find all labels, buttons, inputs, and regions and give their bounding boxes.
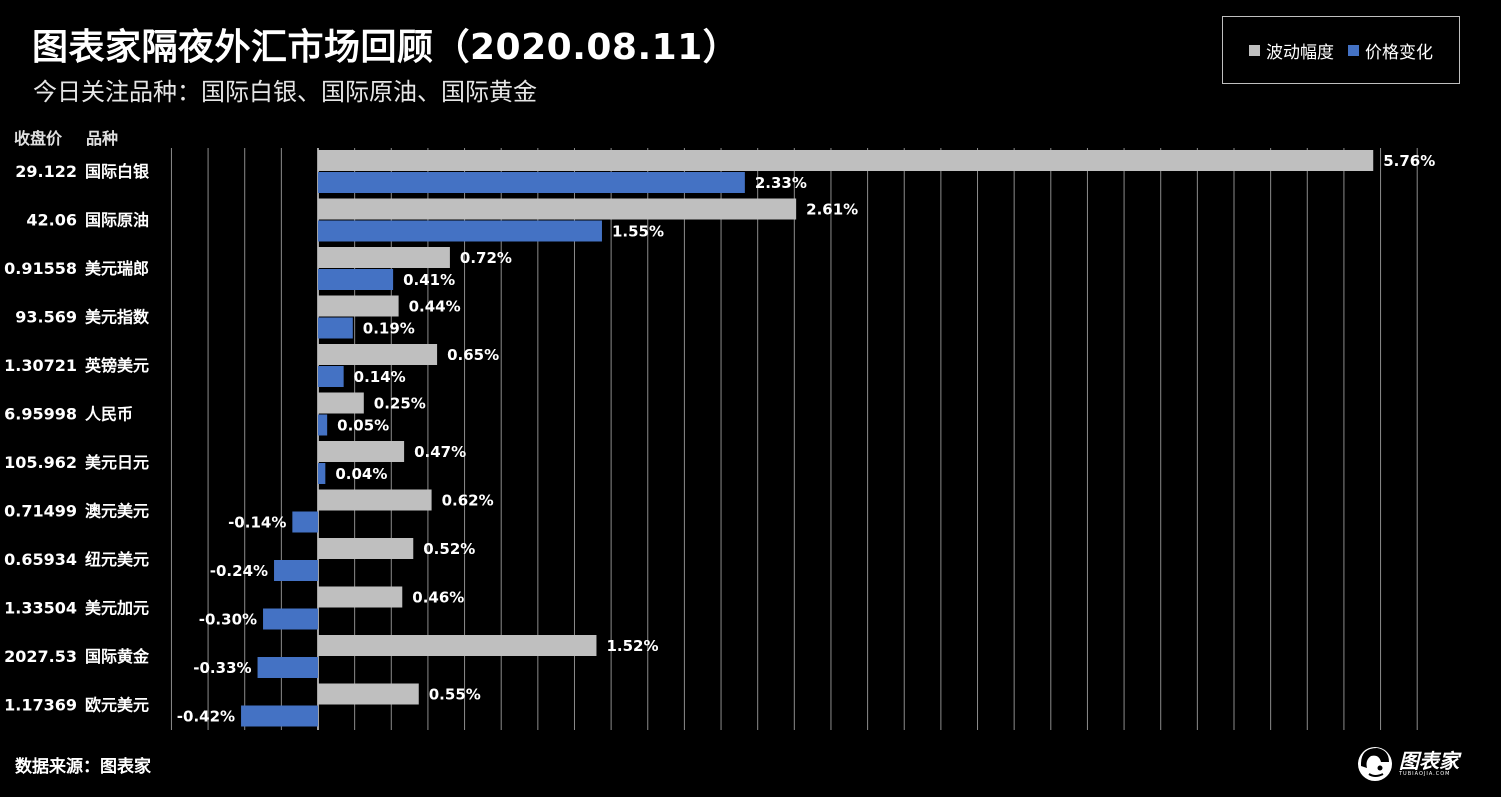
bar-price-change xyxy=(318,220,602,242)
logo-face-icon xyxy=(1358,747,1392,781)
bar-volatility xyxy=(318,198,797,220)
data-label-price-change: -0.33% xyxy=(193,659,251,677)
category-label: 澳元美元 xyxy=(85,502,149,521)
data-label-volatility: 2.61% xyxy=(806,201,858,219)
data-label-price-change: -0.30% xyxy=(199,611,257,629)
legend-label-volatility: 波动幅度 xyxy=(1266,42,1334,63)
data-label-volatility: 0.55% xyxy=(429,686,481,704)
chart-title: 图表家隔夜外汇市场回顾（2020.08.11） xyxy=(32,27,740,68)
bar-price-change xyxy=(318,172,745,193)
bar-price-change xyxy=(318,463,326,484)
data-label-price-change: -0.14% xyxy=(228,514,286,532)
data-label-volatility: 0.52% xyxy=(423,540,475,558)
bar-volatility xyxy=(318,247,450,268)
column-header-close-price: 收盘价 xyxy=(14,129,63,148)
close-price-label: 6.95998 xyxy=(4,405,77,424)
category-label: 美元加元 xyxy=(85,599,149,618)
category-label: 纽元美元 xyxy=(85,550,149,569)
column-header-variety: 品种 xyxy=(86,129,119,148)
data-label-price-change: 0.14% xyxy=(354,368,406,386)
data-label-price-change: 0.41% xyxy=(403,271,455,289)
close-price-label: 1.33504 xyxy=(4,599,77,618)
bar-price-change xyxy=(318,366,344,387)
close-price-label: 0.71499 xyxy=(4,502,77,521)
data-label-price-change: 0.04% xyxy=(335,465,387,483)
close-price-label: 29.122 xyxy=(15,162,77,181)
close-price-label: 1.17369 xyxy=(4,696,77,715)
logo-subtext: TUBIAOJIA.COM xyxy=(1399,771,1451,777)
bar-volatility xyxy=(318,586,403,608)
data-label-volatility: 0.44% xyxy=(409,298,461,316)
data-label-volatility: 0.46% xyxy=(412,589,464,607)
bar-volatility xyxy=(318,683,419,705)
category-label: 国际白银 xyxy=(85,162,150,181)
data-source: 数据来源：图表家 xyxy=(15,757,151,777)
data-label-volatility: 0.62% xyxy=(442,492,494,510)
close-price-label: 2027.53 xyxy=(4,647,77,666)
bar-price-change xyxy=(318,269,394,290)
close-price-label: 93.569 xyxy=(15,308,77,327)
close-price-label: 1.30721 xyxy=(4,356,77,375)
bar-volatility xyxy=(318,538,414,559)
bar-price-change xyxy=(263,608,318,630)
data-label-price-change: 0.05% xyxy=(337,417,389,435)
bar-price-change xyxy=(257,657,318,678)
logo-text: 图表家 TUBIAOJIA.COM xyxy=(1399,751,1459,777)
bar-volatility xyxy=(318,392,364,414)
bar-volatility xyxy=(318,344,438,365)
close-price-label: 42.06 xyxy=(26,211,77,230)
bar-volatility xyxy=(318,635,597,656)
bar-volatility xyxy=(318,441,405,462)
close-price-label: 0.65934 xyxy=(4,550,77,569)
data-label-volatility: 5.76% xyxy=(1383,152,1435,170)
data-label-volatility: 0.47% xyxy=(414,443,466,461)
legend-item-price-change: 价格变化 xyxy=(1348,38,1433,63)
bar-price-change xyxy=(318,317,353,339)
brand-logo: 图表家 TUBIAOJIA.COM xyxy=(1355,744,1459,784)
category-label: 欧元美元 xyxy=(85,696,149,715)
category-label: 人民币 xyxy=(85,405,133,424)
logo-name: 图表家 xyxy=(1399,749,1459,773)
bar-volatility xyxy=(318,150,1374,171)
data-label-price-change: 0.19% xyxy=(363,320,415,338)
bar-price-change xyxy=(241,705,318,727)
chart-legend: 波动幅度 价格变化 xyxy=(1222,16,1460,84)
data-label-price-change: -0.42% xyxy=(177,708,235,726)
bar-price-change xyxy=(318,414,328,436)
category-label: 美元日元 xyxy=(85,453,149,472)
category-label: 英镑美元 xyxy=(84,356,149,375)
legend-label-price-change: 价格变化 xyxy=(1365,42,1433,63)
bar-price-change xyxy=(274,560,318,581)
close-price-label: 0.91558 xyxy=(4,259,77,278)
legend-swatch-volatility xyxy=(1249,44,1260,56)
bar-price-change xyxy=(292,511,318,533)
chart-subtitle: 今日关注品种：国际白银、国际原油、国际黄金 xyxy=(33,78,537,106)
category-label: 国际黄金 xyxy=(85,647,150,666)
category-label: 国际原油 xyxy=(85,211,149,230)
data-label-volatility: 0.72% xyxy=(460,249,512,267)
close-price-label: 105.962 xyxy=(4,453,77,472)
category-label: 美元瑞郎 xyxy=(85,259,149,278)
bar-volatility xyxy=(318,295,399,317)
data-label-price-change: 2.33% xyxy=(755,174,807,192)
legend-swatch-price-change xyxy=(1348,44,1359,56)
data-label-volatility: 0.65% xyxy=(447,346,499,364)
bar-volatility xyxy=(318,489,432,511)
category-label: 美元指数 xyxy=(85,308,150,327)
data-label-volatility: 0.25% xyxy=(374,395,426,413)
data-label-volatility: 1.52% xyxy=(606,637,658,655)
legend-item-volatility: 波动幅度 xyxy=(1249,38,1334,63)
data-label-price-change: 1.55% xyxy=(612,223,664,241)
data-label-price-change: -0.24% xyxy=(210,562,268,580)
